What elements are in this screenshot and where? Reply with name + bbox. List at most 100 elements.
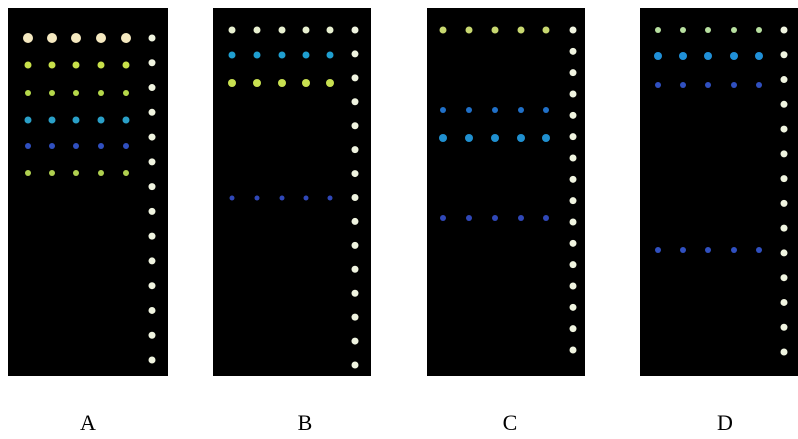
spot (569, 325, 577, 333)
spot (97, 116, 105, 124)
spot (491, 134, 499, 142)
spot (492, 107, 498, 113)
spot (302, 51, 310, 59)
spot (303, 195, 309, 201)
spot (148, 282, 156, 290)
spot (351, 217, 359, 225)
spot (543, 215, 549, 221)
spot (569, 282, 577, 290)
spot (704, 52, 712, 60)
spot (25, 170, 31, 176)
spot (731, 27, 737, 33)
spot (569, 197, 577, 205)
spot (25, 143, 31, 149)
panel-label: B (298, 410, 313, 435)
spot (326, 79, 334, 87)
spot (755, 52, 763, 60)
spots (23, 26, 788, 369)
spot (228, 79, 236, 87)
spot (73, 143, 79, 149)
spot (148, 108, 156, 116)
spot (654, 52, 662, 60)
spot (302, 26, 310, 34)
panel-image (8, 8, 168, 376)
spot (253, 51, 261, 59)
spot (569, 175, 577, 183)
spot (569, 111, 577, 119)
spot (466, 107, 472, 113)
spot (655, 27, 661, 33)
spot (326, 51, 334, 59)
spot (351, 98, 359, 106)
spot (122, 61, 130, 69)
spot (680, 247, 686, 253)
spot (465, 26, 473, 34)
spot (351, 26, 359, 34)
spot (25, 90, 31, 96)
panel-image (213, 8, 371, 376)
spot (351, 194, 359, 201)
spot (569, 218, 577, 226)
spot (49, 143, 55, 149)
spot (518, 107, 524, 113)
spot (121, 33, 131, 43)
spot (98, 170, 104, 176)
spot (756, 27, 762, 33)
spot (351, 289, 359, 297)
spot (148, 183, 156, 191)
spot (351, 361, 359, 369)
spot (351, 313, 359, 321)
panel-label: D (717, 410, 733, 435)
spot (48, 116, 56, 124)
spot (780, 323, 788, 331)
spot (351, 50, 359, 58)
spot (679, 52, 687, 60)
spot (440, 107, 446, 113)
spot (98, 143, 104, 149)
spot (440, 215, 446, 221)
spot (517, 26, 525, 34)
spot (705, 27, 711, 33)
spot (229, 195, 235, 201)
spot (705, 82, 711, 88)
spot (780, 100, 788, 108)
spot (731, 82, 737, 88)
spot (148, 257, 156, 265)
spot (278, 26, 286, 34)
spot (228, 51, 236, 59)
spot (780, 249, 788, 257)
spot (731, 247, 737, 253)
spot (465, 134, 473, 142)
spot (148, 133, 156, 141)
spot (23, 33, 33, 43)
spot (351, 170, 359, 178)
spot (780, 175, 788, 183)
spot (24, 116, 32, 124)
spot (780, 274, 788, 282)
spot (351, 74, 359, 82)
spot (569, 69, 577, 77)
spot (351, 265, 359, 273)
spot (491, 26, 499, 34)
panel-label: C (503, 410, 518, 435)
spot (780, 125, 788, 133)
spot (466, 215, 472, 221)
spot (148, 158, 156, 166)
spot (148, 331, 156, 339)
spot (228, 26, 236, 34)
spot (71, 33, 81, 43)
spot (73, 170, 79, 176)
spot (780, 224, 788, 232)
spot (569, 303, 577, 311)
spot (439, 26, 447, 34)
spot (492, 215, 498, 221)
spot (96, 33, 106, 43)
panel-label: A (80, 410, 96, 435)
spot (569, 90, 577, 98)
spot (351, 122, 359, 130)
spot (780, 348, 788, 356)
spot (780, 199, 788, 207)
spot (148, 232, 156, 240)
spot (542, 134, 550, 142)
